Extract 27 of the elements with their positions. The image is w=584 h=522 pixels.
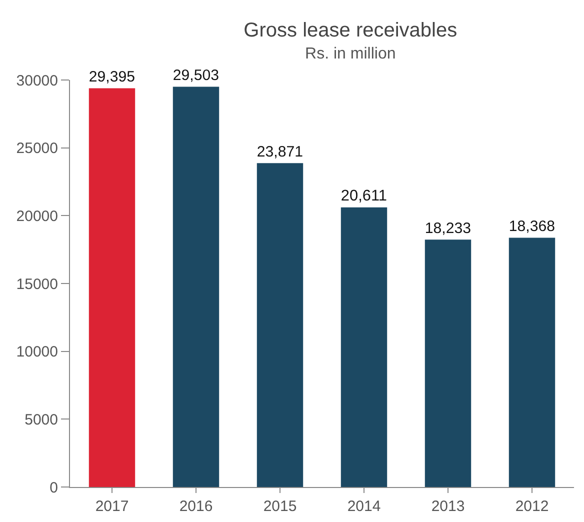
bar	[256, 163, 304, 487]
y-tick-label: 20000	[16, 208, 58, 225]
x-tick-label: 2014	[347, 498, 381, 515]
x-tick-label: 2017	[95, 498, 129, 515]
data-label: 18,233	[424, 220, 471, 237]
y-tick-label: 0	[50, 479, 58, 496]
chart-title: Gross lease receivables	[244, 20, 458, 42]
y-tick-label: 25000	[16, 140, 58, 158]
y-tick-label: 30000	[16, 72, 58, 90]
data-label: 29,503	[172, 66, 219, 84]
y-tick-label: 5000	[24, 411, 58, 428]
x-tick-label: 2016	[179, 498, 213, 515]
bar	[172, 86, 220, 487]
y-tick-label: 10000	[16, 344, 58, 361]
data-label: 18,368	[508, 218, 555, 236]
bar	[424, 240, 472, 487]
x-tick-label: 2015	[263, 498, 297, 515]
bar	[340, 207, 388, 487]
data-label: 29,395	[88, 68, 135, 86]
y-tick-label: 15000	[16, 276, 58, 293]
chart-subtitle: Rs. in million	[305, 46, 396, 63]
x-tick-label: 2012	[515, 498, 549, 515]
data-label: 20,611	[340, 188, 387, 205]
bar	[88, 88, 136, 487]
data-label: 23,871	[256, 143, 303, 160]
bar	[508, 238, 556, 487]
x-tick-label: 2013	[431, 498, 465, 515]
